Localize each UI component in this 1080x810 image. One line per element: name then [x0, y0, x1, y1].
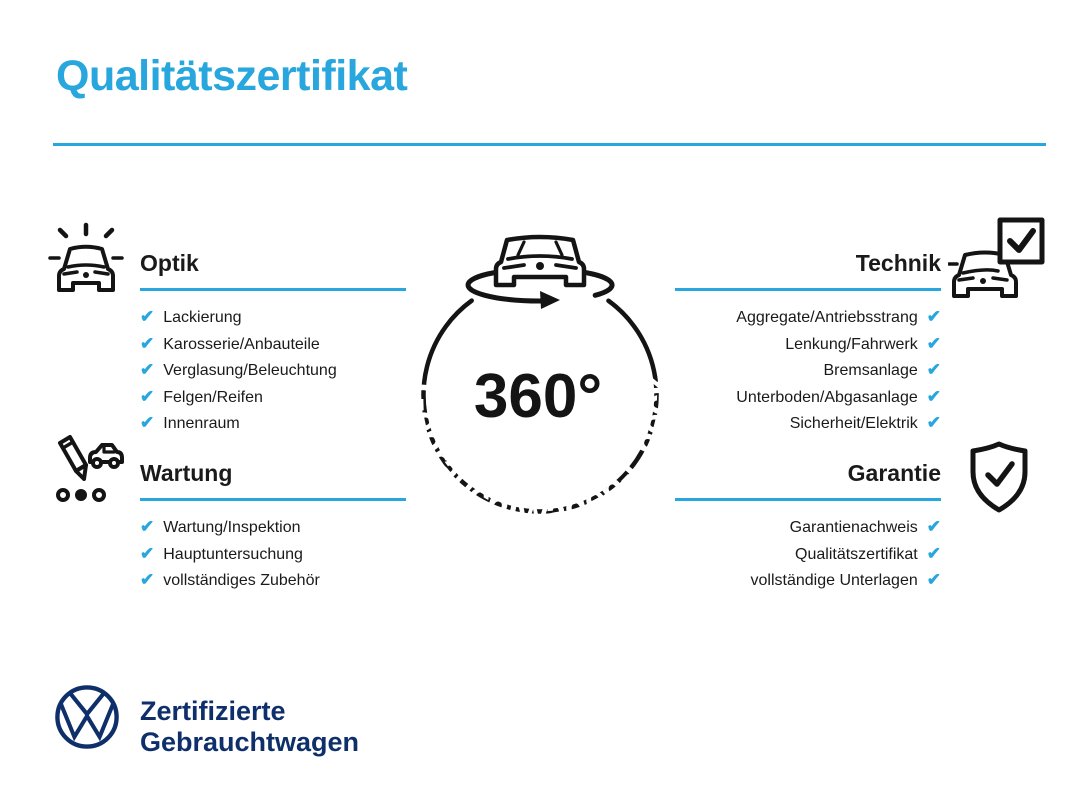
checklist-item: Qualitätszertifikat ✔ [675, 541, 941, 568]
check-icon: ✔ [926, 386, 941, 406]
car-checkbox-icon [948, 217, 1045, 298]
title-divider [53, 143, 1046, 146]
item-label: Aggregate/Antriebsstrang [736, 309, 918, 326]
section-garantie: Garantie Garantienachweis ✔ Qualitätszert… [675, 460, 941, 594]
footer-brand-text: Zertifizierte Gebrauchtwagen [140, 696, 359, 758]
checklist-item: Bremsanlage ✔ [675, 357, 941, 384]
check-icon: ✔ [926, 543, 941, 563]
checklist-item: Sicherheit/Elektrik ✔ [675, 410, 941, 437]
checklist-item: Aggregate/Antriebsstrang ✔ [675, 304, 941, 331]
section-title: Garantie [675, 460, 941, 501]
check-icon: ✔ [140, 517, 155, 536]
item-label: Bremsanlage [823, 362, 918, 380]
check-icon: ✔ [140, 307, 155, 326]
checklist-item: Unterboden/Abgasanlage ✔ [675, 384, 941, 411]
check-icon: ✔ [140, 386, 155, 406]
checklist: ✔ Wartung/Inspektion ✔ Hauptuntersuchung ✔… [140, 514, 406, 594]
check-icon: ✔ [926, 333, 941, 353]
check-icon: ✔ [926, 360, 941, 380]
check-icon: ✔ [140, 543, 155, 563]
check-icon: ✔ [140, 333, 155, 353]
checklist-item: ✔ Verglasung/Beleuchtung [140, 357, 406, 384]
check-icon: ✔ [140, 360, 155, 380]
checklist-item: Garantienachweis ✔ [675, 514, 941, 541]
section-optik: Optik ✔ Lackierung ✔ Karosserie/Anbauteile… [140, 250, 406, 437]
checklist-item: ✔ Wartung/Inspektion [140, 514, 406, 541]
section-title: Optik [140, 250, 406, 291]
checklist: Aggregate/Antriebsstrang ✔ Lenkung/Fahrwe… [675, 304, 941, 437]
item-label: Sicherheit/Elektrik [789, 415, 918, 433]
checklist-item: ✔ vollständiges Zubehör [140, 567, 406, 594]
item-label: Lackierung [163, 309, 242, 326]
check-icon: ✔ [140, 570, 155, 590]
item-label: Felgen/Reifen [163, 388, 263, 406]
checklist: Garantienachweis ✔ Qualitätszertifikat ✔ v… [675, 514, 941, 594]
item-label: Innenraum [163, 415, 240, 433]
item-label: Garantienachweis [789, 519, 918, 536]
item-label: Unterboden/Abgasanlage [736, 388, 918, 406]
item-label: Qualitätszertifikat [795, 545, 918, 563]
check-icon: ✔ [140, 413, 155, 433]
checklist-item: ✔ Hauptuntersuchung [140, 541, 406, 568]
check-icon: ✔ [926, 413, 941, 433]
item-label: Verglasung/Beleuchtung [163, 362, 337, 380]
checklist-item: ✔ Lackierung [140, 304, 406, 331]
car-shine-icon [48, 222, 124, 292]
check-icon: ✔ [926, 517, 941, 536]
brand-line-2: Gebrauchtwagen [140, 727, 360, 757]
checklist-item: Lenkung/Fahrwerk ✔ [675, 331, 941, 358]
checklist-item: ✔ Felgen/Reifen [140, 384, 406, 411]
page-title: Qualitätszertifikat [56, 52, 408, 100]
section-title: Wartung [140, 460, 406, 501]
item-label: vollständige Unterlagen [750, 572, 918, 590]
item-label: vollständiges Zubehör [163, 572, 320, 590]
360-ring-graphic: Gebrauchtwagen-Check 360° [403, 234, 677, 533]
item-label: Hauptuntersuchung [163, 545, 303, 563]
ring-arc [421, 276, 659, 514]
shield-check-icon [970, 441, 1028, 513]
vw-roundel [55, 685, 119, 749]
section-wartung: Wartung ✔ Wartung/Inspektion ✔ Hauptunters… [140, 460, 406, 594]
check-icon: ✔ [926, 570, 941, 590]
checklist-item: ✔ Karosserie/Anbauteile [140, 331, 406, 358]
item-label: Wartung/Inspektion [163, 519, 301, 536]
checklist: ✔ Lackierung ✔ Karosserie/Anbauteile ✔ Verg… [140, 304, 406, 437]
checklist-item: ✔ Innenraum [140, 410, 406, 437]
service-checklist-icon [56, 435, 124, 502]
car-rotation-icon [465, 234, 615, 309]
checklist-item: vollständige Unterlagen ✔ [675, 567, 941, 594]
check-icon: ✔ [926, 307, 941, 326]
item-label: Lenkung/Fahrwerk [785, 335, 918, 353]
item-label: Karosserie/Anbauteile [163, 335, 320, 353]
section-title: Technik [675, 250, 941, 291]
degree-label: 360° [474, 362, 602, 431]
brand-line-1: Zertifizierte [140, 696, 286, 726]
section-technik: Technik Aggregate/Antriebsstrang ✔ Lenkun… [675, 250, 941, 437]
